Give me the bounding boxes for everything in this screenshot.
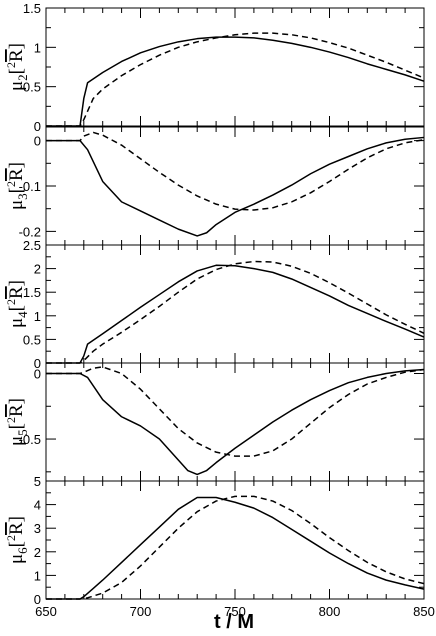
y-tick-label: 5 — [34, 474, 41, 489]
y-tick-label: -0.2 — [19, 224, 41, 239]
ylabel-index: 3 — [15, 193, 30, 200]
panel-5: 0 1 2 3 4 5 μ6[2R] 650 700 750 800 850 — [4, 474, 435, 619]
panels: 00.511.5μ2[2R]0-0.1-0.2μ3[2R]00.511.522.… — [4, 1, 435, 619]
ylabel-bracket-close: ] — [6, 162, 27, 168]
y-tick-label: 1.5 — [23, 285, 41, 300]
y-tick-label: 0 — [34, 366, 41, 381]
ylabel-R: R — [6, 168, 27, 181]
ylabel-bracket-close: ] — [6, 280, 27, 286]
ylabel-R: R — [6, 286, 27, 299]
y-tick-label: -0.5 — [19, 432, 41, 447]
y-tick-label: 4 — [34, 498, 41, 513]
y-axis-label: μ5[2R] — [4, 398, 30, 446]
ylabel-power: 2 — [4, 535, 18, 541]
y-tick-label: 1 — [34, 309, 41, 324]
y-tick-label: 1 — [34, 568, 41, 583]
ylabel-mu: μ — [6, 318, 27, 328]
x-tick-label: 750 — [224, 604, 246, 619]
y-tick-label: 2 — [34, 545, 41, 560]
series-dashed — [46, 366, 425, 457]
series-solid — [46, 136, 425, 237]
x-tick-label: 800 — [319, 604, 341, 619]
y-axis-label: μ6[2R] — [4, 516, 30, 564]
ylabel-bracket-open: [ — [6, 187, 27, 193]
ylabel-index: 4 — [15, 311, 30, 318]
ylabel-mu: μ — [6, 436, 27, 446]
ylabel-bracket-open: [ — [6, 423, 27, 429]
y-tick-label: 0 — [34, 119, 41, 134]
y-tick-label: -0.1 — [19, 179, 41, 194]
ylabel-bracket-close: ] — [6, 398, 27, 404]
y-tick-label: 3 — [34, 521, 41, 536]
y-tick-label: 2.5 — [23, 238, 41, 253]
ylabel-bracket-open: [ — [6, 541, 27, 547]
series-solid — [46, 496, 425, 600]
series-dashed — [46, 495, 425, 600]
ylabel-R: R — [6, 404, 27, 417]
panel-2: 0 -0.1 -0.2 μ3[2R] — [4, 126, 425, 246]
panel-3: 0 0.5 1 1.5 2 2.5 μ4[2R] — [4, 238, 425, 371]
series-dashed — [46, 260, 425, 364]
y-axis-label: μ2[2R] — [4, 43, 30, 91]
ylabel-R: R — [6, 49, 27, 62]
y-tick-label: 1.5 — [23, 1, 41, 16]
series-dashed — [46, 131, 425, 211]
ylabel-index: 5 — [15, 429, 30, 436]
ylabel-index: 2 — [15, 74, 30, 81]
ylabel-power: 2 — [4, 181, 18, 187]
y-tick-label: 0.5 — [23, 80, 41, 95]
x-axis-label: t / M — [214, 611, 254, 633]
y-axis-label: μ4[2R] — [4, 280, 30, 328]
ylabel-bracket-close: ] — [6, 43, 27, 49]
ylabel-bracket-close: ] — [6, 516, 27, 522]
ylabel-bracket-open: [ — [6, 305, 27, 311]
plot-frame — [45, 126, 425, 246]
series-solid — [46, 36, 425, 127]
ylabel-power: 2 — [4, 62, 18, 68]
ylabel-power: 2 — [4, 417, 18, 423]
series-solid — [46, 264, 425, 364]
series-solid — [46, 368, 425, 476]
ylabel-mu: μ — [6, 554, 27, 564]
plot-frame — [45, 7, 425, 127]
y-tick-label: 2 — [34, 262, 41, 277]
y-tick-label: 0 — [34, 134, 41, 149]
y-tick-label: 1 — [34, 40, 41, 55]
series-dashed — [46, 32, 425, 127]
x-tick-label: 700 — [130, 604, 152, 619]
y-tick-label: 0 — [34, 356, 41, 371]
plot-frame — [45, 362, 425, 482]
y-tick-label: 0.5 — [23, 332, 41, 347]
x-tick-label: 650 — [35, 604, 57, 619]
ylabel-bracket-open: [ — [6, 68, 27, 74]
x-tick-label: 850 — [413, 604, 435, 619]
ylabel-R: R — [6, 522, 27, 535]
ylabel-power: 2 — [4, 299, 18, 305]
ylabel-mu: μ — [6, 200, 27, 210]
y-tick-label: 0 — [34, 592, 41, 607]
panel-4: 0 -0.5μ5[2R] — [4, 362, 425, 482]
plot-frame — [45, 480, 425, 600]
y-axis-label: μ3[2R] — [4, 162, 30, 210]
panel-1: 00.511.5μ2[2R] — [4, 1, 425, 134]
ylabel-mu: μ — [6, 81, 27, 91]
ylabel-index: 6 — [15, 547, 30, 554]
